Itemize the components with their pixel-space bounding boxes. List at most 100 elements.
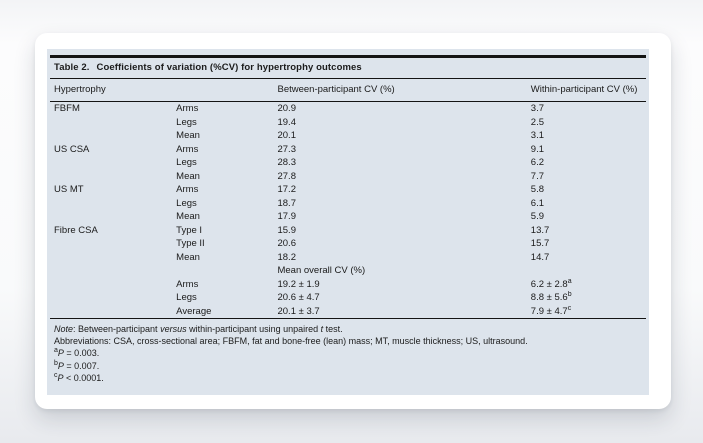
group-cell: US CSA xyxy=(54,143,90,155)
table-title: Table 2. Coefficients of variation (%CV) … xyxy=(50,58,646,78)
between-cv-cell: 17.2 xyxy=(277,184,296,195)
title-rule-divider xyxy=(50,77,646,79)
between-cv-cell: 20.6 ± 4.7 xyxy=(277,292,320,303)
table-row: Mean 20.1 3.1 xyxy=(50,129,646,143)
region-cell: Mean xyxy=(176,251,200,263)
between-cv-cell: 19.2 ± 1.9 xyxy=(277,278,320,290)
table-number-label: Table 2. xyxy=(54,61,90,73)
group-cell: US MT xyxy=(54,184,84,195)
group-cell xyxy=(50,129,172,143)
group-cell xyxy=(50,251,172,265)
between-cv-cell: 27.3 xyxy=(277,143,296,155)
header-row: Hypertrophy Between-participant CV (%) W… xyxy=(50,79,646,102)
region-cell: Legs xyxy=(176,116,197,128)
table-title-text: Coefficients of variation (%CV) for hype… xyxy=(96,61,362,73)
footnote-pvalue: bP = 0.007. xyxy=(54,359,100,371)
region-cell: Mean xyxy=(176,211,200,222)
table-row: Legs 20.6 ± 4.7 8.8 ± 5.6b xyxy=(50,291,646,305)
region-cell: Type II xyxy=(176,238,205,249)
between-cv-cell: 17.9 xyxy=(277,211,296,222)
within-cv-cell: 3.1 xyxy=(530,130,544,141)
paper-card: Table 2. Coefficients of variation (%CV) … xyxy=(35,33,671,409)
within-cv-cell: 15.7 xyxy=(530,238,550,249)
region-cell: Arms xyxy=(176,103,199,114)
within-cv-cell: 8.8 ± 5.6b xyxy=(530,291,572,303)
within-cv-cell: 2.5 xyxy=(530,116,544,128)
table-row: Legs 18.7 6.1 xyxy=(50,197,646,211)
group-cell xyxy=(50,305,172,319)
within-cv-cell: 6.2 ± 2.8a xyxy=(530,277,572,290)
region-cell: Legs xyxy=(176,157,197,168)
within-cv-cell xyxy=(527,264,646,278)
within-cv-cell: 5.8 xyxy=(530,184,544,195)
group-cell xyxy=(50,264,172,278)
region-cell: Average xyxy=(176,305,212,317)
cv-table: Hypertrophy Between-participant CV (%) W… xyxy=(50,79,646,318)
table-row: Arms 19.2 ± 1.9 6.2 ± 2.8a xyxy=(50,278,646,292)
table2-panel: Table 2. Coefficients of variation (%CV) … xyxy=(47,49,649,396)
group-cell xyxy=(50,156,172,170)
group-cell xyxy=(50,210,172,224)
region-cell: Legs xyxy=(176,197,197,209)
footnote-pvalues: aP = 0.003. bP = 0.007. cP < 0.0001. xyxy=(54,347,642,384)
within-cv-cell: 9.1 xyxy=(530,143,544,155)
region-cell: Type I xyxy=(176,224,203,236)
within-cv-cell: 13.7 xyxy=(530,224,550,236)
table-row: Mean 27.8 7.7 xyxy=(50,170,646,184)
between-cv-cell: 20.6 xyxy=(277,238,296,249)
column-header-between: Between-participant CV (%) xyxy=(273,79,527,102)
group-cell: Fibre CSA xyxy=(54,224,98,236)
region-cell: Mean xyxy=(176,130,200,141)
within-cv-cell: 5.9 xyxy=(530,211,544,222)
group-cell xyxy=(50,170,172,184)
within-cv-cell: 7.7 xyxy=(530,170,544,182)
footnote-note: Note: Between-participant versus within-… xyxy=(54,324,343,334)
region-cell: Mean xyxy=(176,170,200,182)
group-cell xyxy=(50,116,172,130)
table-row: Legs 19.4 2.5 xyxy=(50,116,646,130)
table-row: Mean 17.9 5.9 xyxy=(50,210,646,224)
between-cv-cell: Mean overall CV (%) xyxy=(277,265,366,276)
footnotes-block: Note: Between-participant versus within-… xyxy=(50,318,646,386)
group-cell xyxy=(50,278,172,292)
region-cell: Legs xyxy=(176,292,197,303)
within-cv-cell: 14.7 xyxy=(530,251,550,263)
column-header-region xyxy=(172,79,274,102)
table-row: US MT Arms 17.2 5.8 xyxy=(50,183,646,197)
table-row: Type II 20.6 15.7 xyxy=(50,237,646,251)
between-cv-cell: 15.9 xyxy=(277,224,296,236)
region-cell: Arms xyxy=(176,278,199,290)
between-cv-cell: 27.8 xyxy=(277,170,296,182)
table-row: Average 20.1 ± 3.7 7.9 ± 4.7c xyxy=(50,305,646,319)
top-rule-divider xyxy=(50,55,646,58)
group-cell xyxy=(50,197,172,211)
footnote-abbreviations: Abbreviations: CSA, cross-sectional area… xyxy=(54,336,528,347)
table-row: Legs 28.3 6.2 xyxy=(50,156,646,170)
within-cv-cell: 6.2 xyxy=(530,157,544,168)
within-cv-cell: 7.9 ± 4.7c xyxy=(530,304,572,317)
table-body: FBFM Arms 20.9 3.7 Legs 19.4 2.5 Mean 20… xyxy=(50,102,646,319)
group-cell xyxy=(50,291,172,305)
group-cell xyxy=(50,237,172,251)
table-row: Mean overall CV (%) xyxy=(50,264,646,278)
within-cv-cell: 3.7 xyxy=(530,103,544,114)
column-header-within: Within-participant CV (%) xyxy=(526,79,646,102)
region-cell: Arms xyxy=(176,184,199,195)
between-cv-cell: 20.1 xyxy=(277,130,296,141)
group-cell: FBFM xyxy=(54,103,80,114)
between-cv-cell: 20.9 xyxy=(277,103,296,114)
table-row: Fibre CSA Type I 15.9 13.7 xyxy=(50,224,646,238)
table-row: US CSA Arms 27.3 9.1 xyxy=(50,143,646,157)
footnote-pvalue: aP = 0.003. xyxy=(54,347,100,359)
between-cv-cell: 18.2 xyxy=(277,251,296,263)
column-header-hypertrophy: Hypertrophy xyxy=(50,79,173,102)
footnote-pvalue: cP < 0.0001. xyxy=(54,371,104,383)
between-cv-cell: 20.1 ± 3.7 xyxy=(277,305,320,317)
region-cell: Arms xyxy=(176,143,199,155)
between-cv-cell: 18.7 xyxy=(277,197,296,209)
within-cv-cell: 6.1 xyxy=(530,197,544,209)
table-row: FBFM Arms 20.9 3.7 xyxy=(50,102,646,116)
between-cv-cell: 28.3 xyxy=(277,157,296,168)
region-cell xyxy=(172,264,273,278)
